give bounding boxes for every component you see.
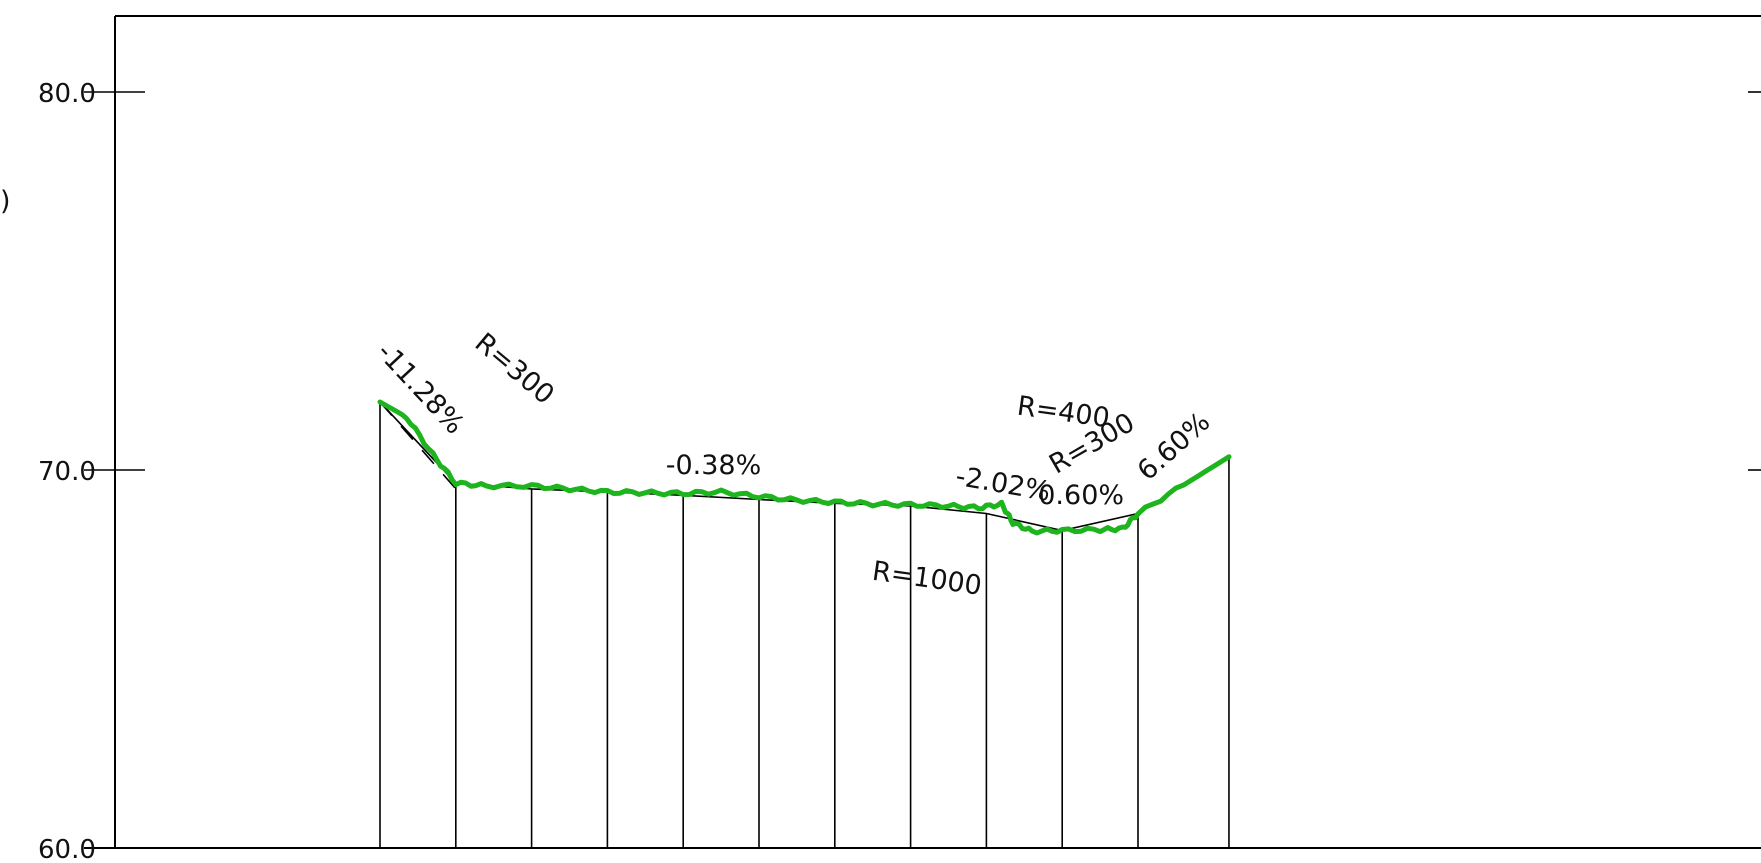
- grade-tangent: [379, 401, 457, 490]
- y-tick-label: 70.0: [38, 457, 96, 487]
- station-lines: [379, 401, 1230, 848]
- drawing-frame: [84, 15, 1761, 849]
- y-tick-label: 60.0: [38, 835, 96, 863]
- profile-annotation: R=1000: [870, 556, 983, 602]
- ground-polyline: [377, 399, 1232, 536]
- profile-annotation: 0.60%: [1038, 480, 1124, 511]
- y-axis-ticks: 80.0 70.0 60.0: [38, 79, 1761, 863]
- ground-profile-line: [377, 399, 1232, 536]
- grade-tangent-lines: [379, 401, 457, 490]
- profile-annotation: -11.28%: [371, 337, 471, 441]
- profile-annotations: -11.28%R=300-0.38%R=1000-2.02%0.60%R=400…: [371, 327, 1217, 602]
- profile-annotation: R=300: [469, 327, 560, 410]
- y-axis-label: ): [0, 186, 11, 217]
- profile-annotation: -0.38%: [666, 450, 762, 481]
- y-tick-label: 80.0: [38, 79, 96, 109]
